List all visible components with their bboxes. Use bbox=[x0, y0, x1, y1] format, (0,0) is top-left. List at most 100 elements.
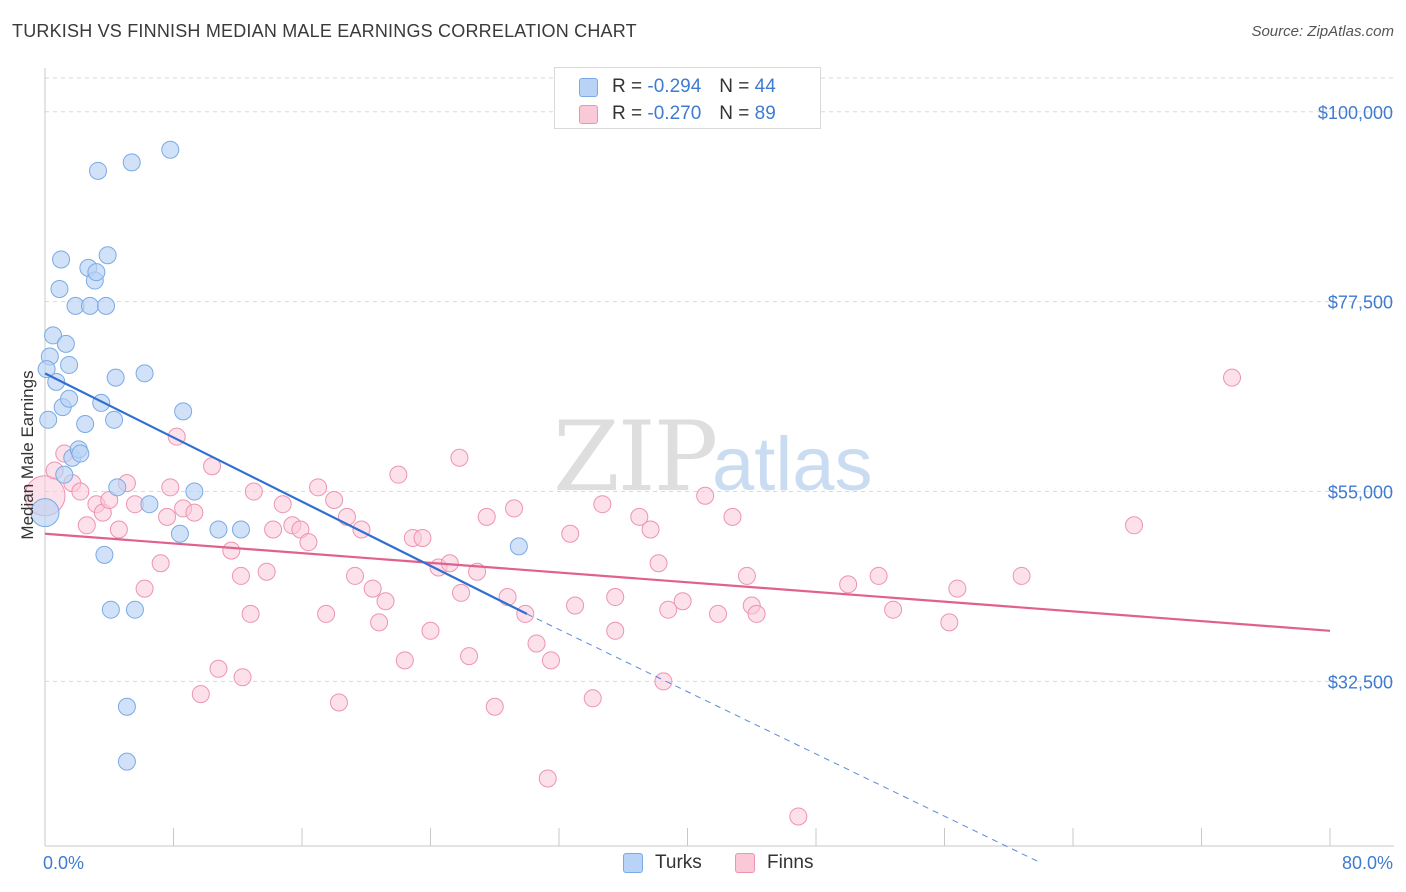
finns-point bbox=[538, 769, 557, 788]
axis-layer bbox=[44, 68, 1394, 847]
finns-point bbox=[1223, 368, 1242, 387]
finns-point bbox=[77, 516, 96, 535]
y-tick-label: $77,500 bbox=[1328, 293, 1393, 313]
turks-point bbox=[135, 364, 154, 383]
finns-point bbox=[209, 659, 228, 678]
turks-point bbox=[185, 482, 204, 501]
finns-point bbox=[222, 541, 241, 560]
y-tick-label: $100,000 bbox=[1318, 103, 1393, 123]
turks-trend-extension bbox=[526, 613, 1042, 864]
finns-point bbox=[450, 448, 469, 467]
finns-point bbox=[413, 528, 432, 547]
finns-point bbox=[1125, 516, 1144, 535]
finns-point bbox=[100, 490, 119, 509]
finns-point bbox=[363, 579, 382, 598]
turks-point bbox=[95, 545, 114, 564]
legend-row-turks: R = -0.294 N = 44 bbox=[579, 76, 776, 98]
finns-point bbox=[158, 507, 177, 526]
finns-point bbox=[421, 621, 440, 640]
finns-point bbox=[460, 647, 479, 666]
legend-item-finns[interactable]: Finns bbox=[735, 852, 813, 874]
turks-point bbox=[89, 161, 108, 180]
finns-point bbox=[527, 634, 546, 653]
chart-title: TURKISH VS FINNISH MEDIAN MALE EARNINGS … bbox=[12, 21, 637, 41]
turks-point bbox=[170, 524, 189, 543]
turks-point bbox=[30, 498, 60, 528]
finns-swatch bbox=[579, 104, 598, 124]
source-label: Source: ZipAtlas.com bbox=[1251, 23, 1394, 40]
finns-point bbox=[869, 566, 888, 585]
finns-point bbox=[273, 495, 292, 514]
y-tick-label: $32,500 bbox=[1328, 672, 1393, 692]
finns-point bbox=[325, 490, 344, 509]
finns-point bbox=[376, 592, 395, 611]
turks-legend-label: Turks bbox=[655, 852, 702, 873]
finns-point bbox=[659, 600, 678, 619]
turks-swatch bbox=[579, 77, 598, 97]
turks-point bbox=[60, 355, 79, 374]
x-tick-label: 80.0% bbox=[1342, 853, 1393, 873]
turks-point bbox=[161, 140, 180, 159]
turks-point bbox=[98, 246, 117, 265]
finns-point bbox=[498, 588, 517, 607]
finns-point bbox=[940, 613, 959, 632]
turks-point bbox=[80, 296, 99, 315]
turks-point bbox=[106, 368, 125, 387]
finns-point bbox=[185, 503, 204, 522]
finns-point bbox=[566, 596, 585, 615]
finns-point bbox=[244, 482, 263, 501]
finns-point bbox=[737, 566, 756, 585]
finns-trend-line bbox=[44, 532, 1331, 632]
finns-point bbox=[884, 600, 903, 619]
finns-point bbox=[370, 613, 389, 632]
turks-trend-line bbox=[44, 372, 528, 615]
finns-point bbox=[337, 507, 356, 526]
legend-row-finns: R = -0.270 N = 89 bbox=[579, 103, 776, 125]
y-axis-label: Median Male Earnings bbox=[18, 370, 37, 539]
x-tick-label: 0.0% bbox=[43, 853, 84, 873]
turks-n-value: 44 bbox=[754, 76, 776, 97]
turks-point bbox=[209, 520, 228, 539]
watermark: ZIP atlas bbox=[553, 401, 873, 513]
finns-point bbox=[309, 478, 328, 497]
turks-point bbox=[50, 279, 69, 298]
finns-point bbox=[583, 689, 602, 708]
finns-point bbox=[241, 604, 260, 623]
finns-point bbox=[1012, 566, 1031, 585]
finns-legend-swatch bbox=[735, 853, 755, 873]
legend-item-turks[interactable]: Turks bbox=[623, 852, 702, 874]
turks-point bbox=[60, 389, 79, 408]
tick-layer: $32,500 $55,000 $77,500 $100,000 0.0% 80.0% bbox=[43, 103, 1393, 873]
watermark-zip: ZIP bbox=[553, 401, 716, 513]
turks-point bbox=[92, 393, 111, 412]
finns-point bbox=[233, 668, 252, 687]
turks-point bbox=[105, 410, 124, 429]
watermark-atlas: atlas bbox=[712, 422, 873, 507]
finns-point bbox=[696, 486, 715, 505]
turks-point bbox=[125, 600, 144, 619]
finns-point bbox=[135, 579, 154, 598]
finns-point bbox=[747, 604, 766, 623]
turks-point bbox=[231, 520, 250, 539]
finns-r-value: -0.270 bbox=[647, 103, 702, 124]
turks-point bbox=[44, 326, 63, 345]
turks-point bbox=[71, 444, 90, 463]
finns-point bbox=[346, 566, 365, 585]
finns-legend-label: Finns bbox=[767, 852, 814, 873]
finns-point bbox=[641, 520, 660, 539]
turks-point bbox=[76, 415, 95, 434]
turks-point bbox=[39, 410, 58, 429]
finns-point bbox=[839, 575, 858, 594]
finns-point bbox=[485, 697, 504, 716]
grid-layer bbox=[45, 77, 1394, 682]
finns-point bbox=[299, 533, 318, 552]
finns-point bbox=[505, 499, 524, 518]
turks-points bbox=[30, 140, 528, 771]
turks-point bbox=[56, 334, 75, 353]
finns-point bbox=[541, 651, 560, 670]
turks-point bbox=[97, 296, 116, 315]
turks-legend-swatch bbox=[623, 853, 643, 873]
turks-n-label: N = bbox=[719, 76, 750, 97]
series-legend: Turks Finns bbox=[0, 852, 1406, 876]
finns-point bbox=[606, 621, 625, 640]
